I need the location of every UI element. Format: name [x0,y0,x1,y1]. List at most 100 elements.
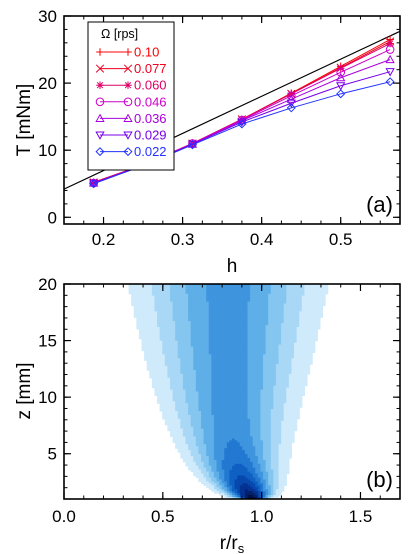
contour-cell [164,385,168,389]
contour-cell [288,354,293,357]
contour-cell [175,328,179,332]
contour-cell [226,368,231,371]
contour-cell [208,407,212,410]
contour-cell [195,389,199,393]
contour-cell [314,303,318,307]
contour-cell [169,336,174,340]
contour-cell [159,323,163,326]
contour-cell [268,403,272,406]
contour-cell [281,289,285,293]
contour-cell [146,291,150,295]
contour-cell [198,379,202,383]
contour-cell [154,348,158,352]
contour-cell [226,389,231,393]
contour-cell [319,291,324,295]
contour-cell [283,397,287,400]
contour-cell [288,348,293,352]
contour-cell [265,327,269,330]
contour-cell [224,395,228,398]
contour-cell [286,358,290,361]
contour-cell [188,325,192,328]
data-point-0.022-3-shape [237,119,247,129]
contour-cell [232,407,236,410]
contour-cell [239,340,243,344]
contour-cell [200,321,205,324]
contour-cell [159,371,163,375]
contour-cell [286,391,290,395]
contour-cell [270,413,274,416]
contour-cell [221,307,225,310]
contour-cell [244,403,249,406]
contour-cell [141,327,145,330]
contour-cell [237,416,241,420]
contour-cell [180,411,184,414]
contour-cell [195,295,199,299]
contour-cell [229,313,233,316]
contour-cell [198,371,202,375]
contour-cell [242,289,246,293]
contour-cell [211,344,215,348]
contour-cell [322,285,326,289]
contour-cell [247,401,251,404]
contour-cell [294,403,298,406]
contour-cell [211,352,215,355]
contour-cell [257,416,262,420]
contour-cell [128,289,132,293]
contour-cell [221,323,225,326]
contour-cell [175,313,179,316]
contour-cell [275,332,280,336]
contour-cell [237,424,241,428]
contour-cell [260,295,264,299]
contour-cell [224,387,228,391]
contour-cell [157,293,161,297]
contour-cell [144,336,148,340]
contour-cell [133,284,137,287]
contour-cell [162,405,166,408]
contour-cell [159,387,163,391]
data-point-0.060-0 [89,178,98,187]
contour-cell [288,356,293,359]
contour-cell [206,389,210,393]
contour-cell [306,327,311,330]
contour-cell [244,424,249,428]
contour-cell [260,383,264,387]
contour-cell [193,362,197,365]
contour-cell [278,424,282,428]
contour-cell [226,327,231,330]
contour-cell [167,321,171,324]
contour-cell [175,370,179,373]
contour-cell [206,381,210,385]
contour-cell [312,299,316,303]
contour-cell [242,424,246,428]
contour-cell [234,342,238,346]
contour-cell [208,368,212,371]
contour-cell [281,307,285,310]
contour-cell [157,291,161,295]
contour-cell [288,319,293,322]
contour-cell [216,383,220,387]
contour-cell [188,313,192,316]
contour-cell [162,315,166,318]
contour-cell [299,352,303,355]
contour-cell [216,297,220,301]
contour-cell [312,332,316,336]
contour-cell [216,305,220,309]
contour-cell [162,338,166,342]
contour-cell [265,284,269,287]
contour-cell [252,414,256,418]
contour-cell [175,297,179,301]
contour-cell [193,297,197,301]
contour-cell [198,368,202,371]
contour-cell [144,344,148,348]
contour-cell [216,299,220,303]
contour-cell [255,403,259,406]
contour-cell [159,407,163,410]
contour-cell [304,305,308,309]
contour-cell [237,307,241,310]
contour-cell [206,332,210,336]
y-tick-label: 20 [38,74,57,93]
contour-cell [200,346,205,350]
contour-cell [291,401,295,404]
contour-cell [182,395,187,398]
contour-cell [195,354,199,357]
